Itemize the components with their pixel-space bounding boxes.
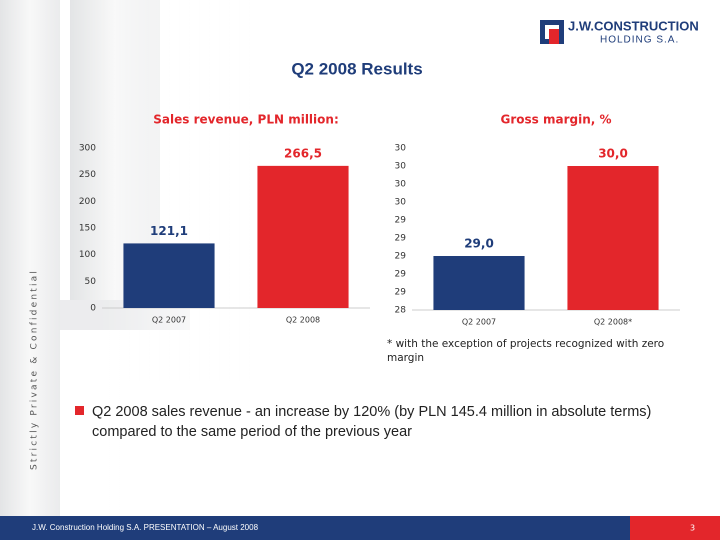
bar (257, 165, 349, 308)
value-label: 30,0 (598, 147, 628, 161)
column-background (0, 0, 250, 540)
x-tick-label: Q2 2008* (594, 318, 632, 327)
y-tick-label: 250 (79, 170, 96, 180)
x-tick-label: Q2 2008 (286, 316, 320, 325)
chart-title: Sales revenue, PLN million: (153, 113, 339, 127)
footer-accent (630, 516, 720, 540)
logo-line2: HOLDING S.A. (600, 35, 679, 46)
y-tick-label: 28 (395, 306, 407, 316)
y-tick-label: 100 (79, 250, 96, 260)
x-tick-label: Q2 2007 (152, 316, 186, 325)
y-tick-label: 30 (395, 180, 407, 190)
value-label: 266,5 (284, 146, 322, 160)
y-tick-label: 30 (395, 162, 407, 172)
y-tick-label: 30 (395, 144, 407, 154)
y-tick-label: 29 (395, 270, 407, 280)
y-tick-label: 29 (395, 252, 407, 262)
y-tick-label: 29 (395, 216, 407, 226)
y-tick-label: 29 (395, 234, 407, 244)
footer-text: J.W. Construction Holding S.A. PRESENTAT… (32, 523, 259, 532)
page-number: 3 (690, 524, 695, 533)
y-tick-label: 50 (85, 277, 97, 287)
value-label: 29,0 (464, 237, 494, 251)
bar (123, 243, 215, 308)
side-text: Strictly Private & Confidential (30, 269, 40, 470)
y-tick-label: 200 (79, 197, 96, 207)
y-tick-label: 30 (395, 198, 407, 208)
y-tick-label: 29 (395, 288, 407, 298)
y-tick-label: 300 (79, 144, 96, 154)
value-label: 121,1 (150, 224, 188, 238)
y-tick-label: 0 (90, 304, 96, 314)
x-tick-label: Q2 2007 (462, 318, 496, 327)
logo-line1: J.W.CONSTRUCTION (568, 18, 699, 33)
footnote: * with the exception of projects recogni… (387, 338, 665, 364)
y-tick-label: 150 (79, 224, 96, 234)
chart-title: Gross margin, % (501, 113, 612, 127)
logo-icon (540, 20, 564, 44)
bar (433, 256, 525, 310)
slide-title: Q2 2008 Results (291, 59, 422, 78)
bullet-marker (75, 406, 84, 415)
footer-bar (0, 516, 720, 540)
bar (567, 166, 659, 310)
bullet-text: Q2 2008 sales revenue - an increase by 1… (92, 404, 652, 440)
